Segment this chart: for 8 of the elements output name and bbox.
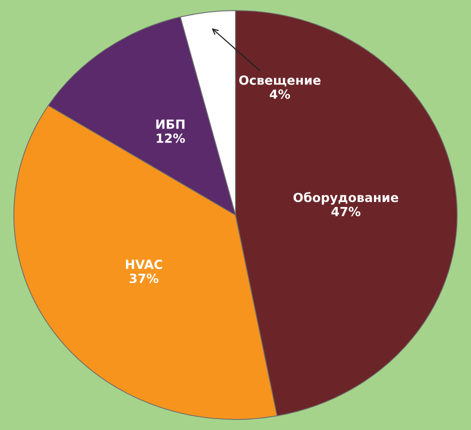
slice-label: Освещение [239, 75, 321, 86]
data-label: 37% [130, 274, 158, 284]
slice-label: Оборудование [293, 192, 398, 205]
data-label: 47% [331, 206, 360, 216]
slice-label: ИБП [156, 120, 184, 129]
slice-label: HVAC [126, 260, 162, 270]
data-label: 12% [156, 133, 185, 143]
data-label: 4% [270, 89, 290, 99]
